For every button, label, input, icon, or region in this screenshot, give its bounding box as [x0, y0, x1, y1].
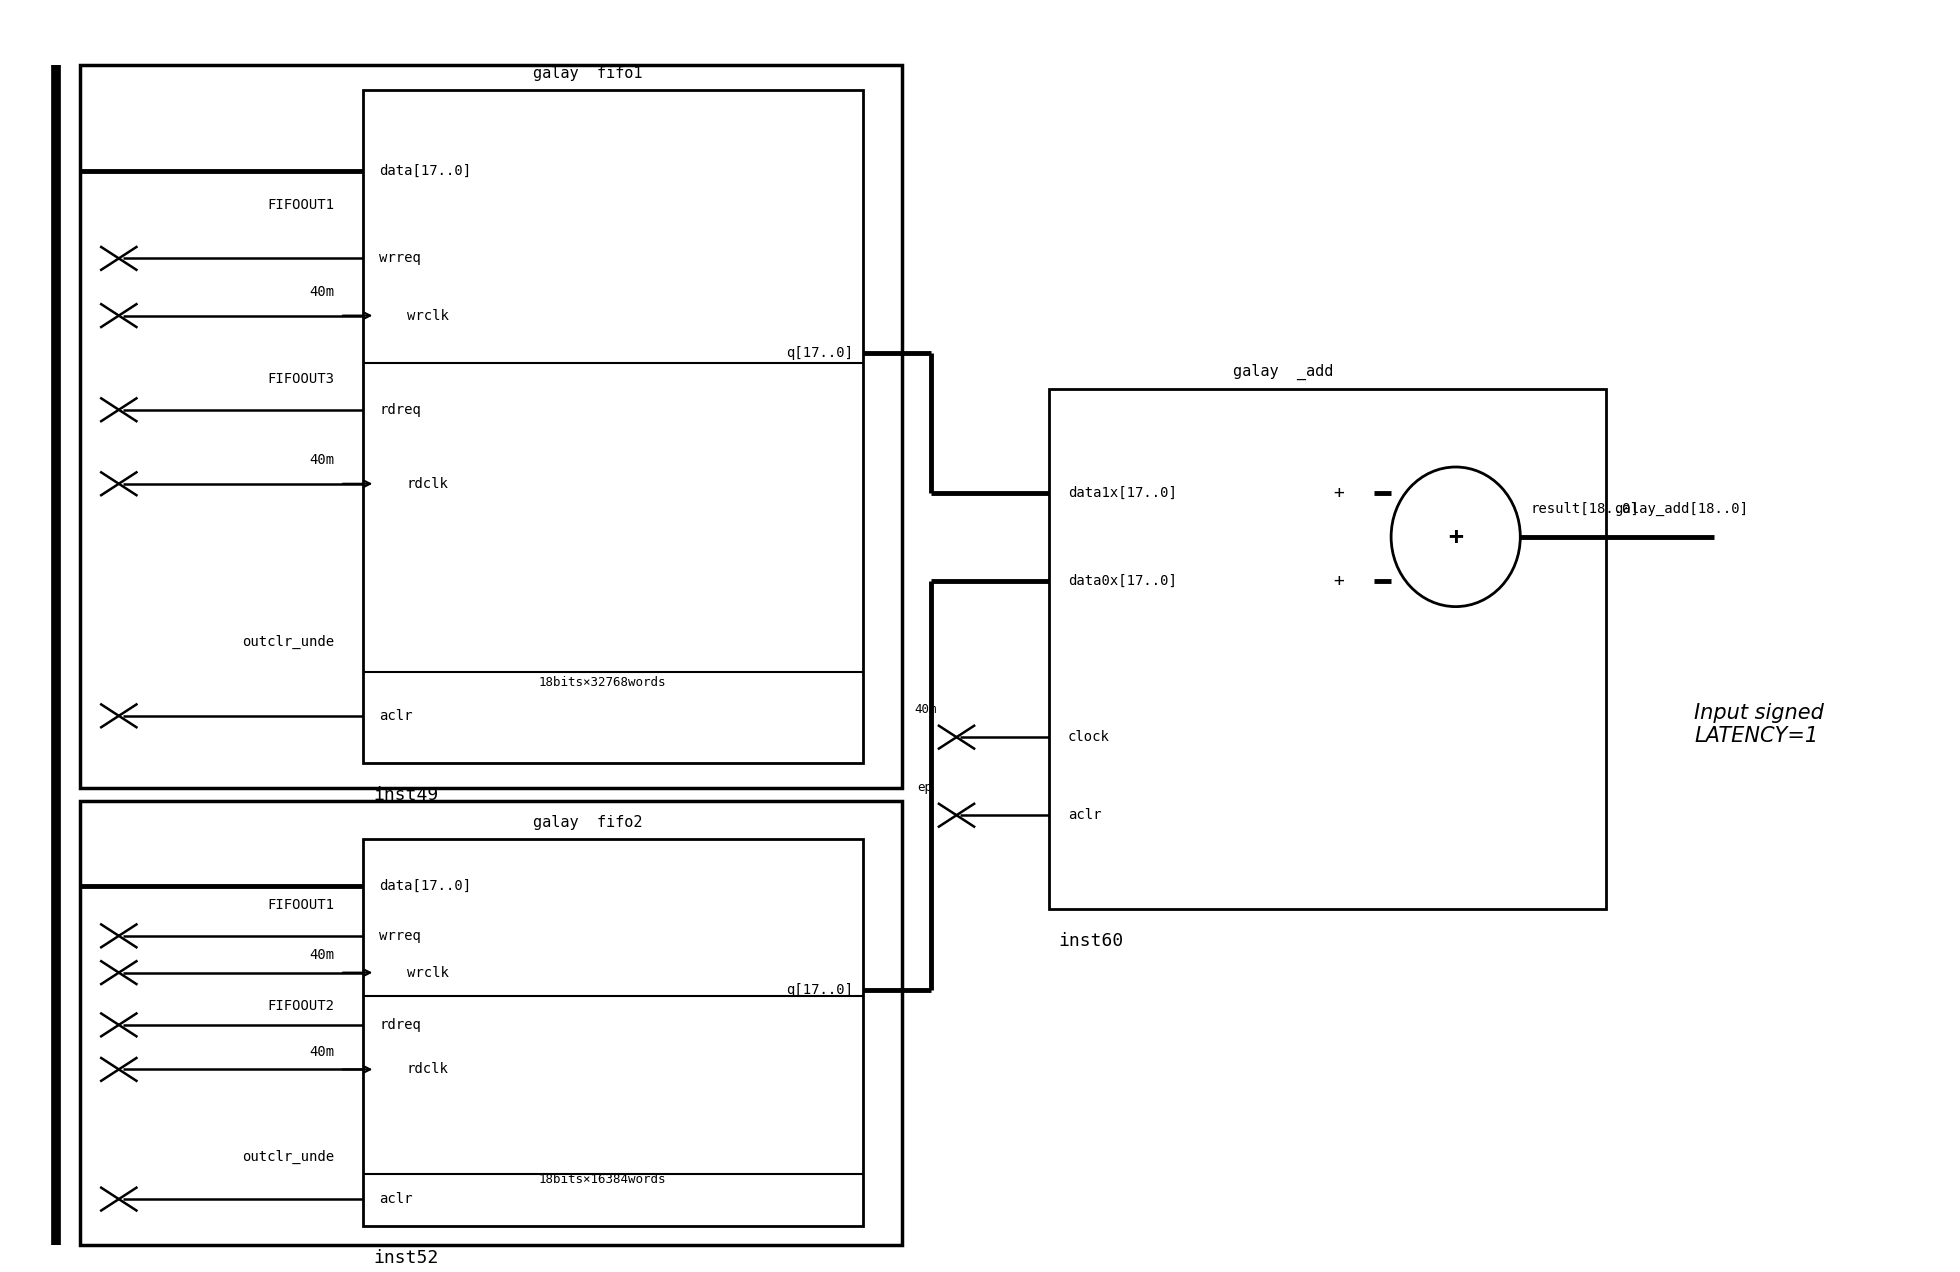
Text: aclr: aclr [378, 1192, 414, 1206]
Bar [363, 90, 862, 763]
Text: wrreq: wrreq [378, 929, 421, 943]
Text: 18bits×32768words: 18bits×32768words [539, 675, 666, 688]
Text: clock: clock [1068, 730, 1109, 744]
Text: 18bits×16384words: 18bits×16384words [539, 1173, 666, 1187]
Bar [363, 840, 862, 1226]
Text: inst52: inst52 [372, 1249, 439, 1267]
Text: inst49: inst49 [372, 786, 439, 804]
Bar [80, 65, 902, 789]
Text: rdclk: rdclk [406, 477, 449, 491]
Text: wrclk: wrclk [406, 965, 449, 979]
Text: aclr: aclr [378, 709, 414, 722]
Text: galay_add[18..0]: galay_add[18..0] [1615, 502, 1748, 516]
Text: data[17..0]: data[17..0] [378, 879, 470, 893]
Text: rdclk: rdclk [406, 1062, 449, 1076]
Text: outclr_unde: outclr_unde [241, 1150, 333, 1164]
Text: q[17..0]: q[17..0] [786, 346, 853, 360]
Text: rdreq: rdreq [378, 403, 421, 417]
Text: wrclk: wrclk [406, 309, 449, 323]
Text: FIFOOUT2: FIFOOUT2 [267, 999, 333, 1013]
Text: +: + [1448, 525, 1464, 548]
Text: FIFOOUT3: FIFOOUT3 [267, 373, 333, 387]
Text: Input signed
LATENCY=1: Input signed LATENCY=1 [1693, 703, 1825, 747]
Text: data0x[17..0]: data0x[17..0] [1068, 574, 1176, 588]
Text: q[17..0]: q[17..0] [786, 983, 853, 997]
Text: 40m: 40m [913, 702, 937, 716]
Text: rdreq: rdreq [378, 1018, 421, 1032]
Ellipse shape [1392, 467, 1521, 607]
Text: 40m: 40m [310, 948, 333, 962]
Text: galay  fifo2: galay fifo2 [533, 815, 643, 831]
Text: outclr_unde: outclr_unde [241, 635, 333, 649]
Text: inst60: inst60 [1058, 931, 1123, 950]
Text: +: + [1333, 483, 1345, 501]
Text: 40m: 40m [310, 453, 333, 467]
Text: ep: ep [917, 781, 933, 794]
Text: aclr: aclr [1068, 808, 1102, 822]
Text: galay  _add: galay _add [1233, 364, 1333, 380]
Bar [1049, 388, 1607, 909]
Text: data[17..0]: data[17..0] [378, 164, 470, 178]
Text: +: + [1333, 572, 1345, 590]
Bar [80, 801, 902, 1245]
Text: data1x[17..0]: data1x[17..0] [1068, 486, 1176, 500]
Text: FIFOOUT1: FIFOOUT1 [267, 197, 333, 211]
Text: 40m: 40m [310, 1046, 333, 1060]
Text: galay  fifo1: galay fifo1 [533, 66, 643, 81]
Text: result[18..0]: result[18..0] [1531, 502, 1639, 516]
Text: wrreq: wrreq [378, 252, 421, 266]
Text: FIFOOUT1: FIFOOUT1 [267, 898, 333, 912]
Text: 40m: 40m [310, 285, 333, 299]
